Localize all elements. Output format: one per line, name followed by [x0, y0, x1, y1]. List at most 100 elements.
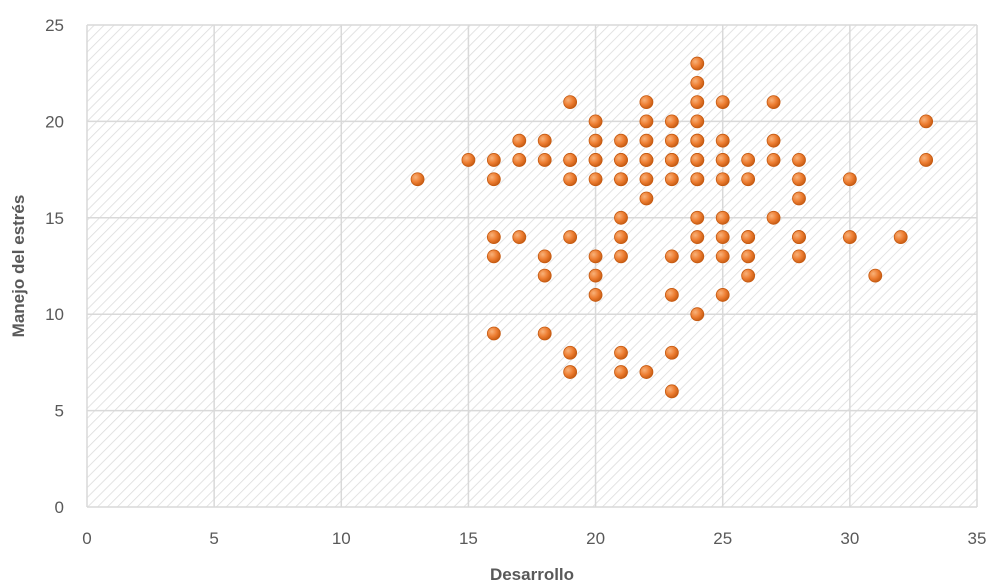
data-point — [537, 249, 552, 264]
data-point — [537, 133, 552, 148]
data-point — [792, 230, 806, 244]
data-point — [690, 230, 705, 244]
data-point — [639, 95, 654, 110]
data-point — [792, 191, 806, 206]
data-point — [614, 210, 628, 225]
data-point — [715, 210, 730, 225]
data-point — [614, 249, 628, 264]
data-point — [690, 307, 705, 322]
data-point — [741, 249, 756, 264]
data-point — [690, 114, 705, 129]
data-point — [690, 210, 705, 225]
data-point — [588, 268, 603, 283]
data-point — [614, 172, 628, 187]
data-point — [893, 230, 908, 244]
data-point — [614, 133, 628, 148]
x-tick-label: 25 — [713, 529, 732, 548]
data-point — [512, 230, 527, 244]
data-point — [639, 172, 654, 187]
data-point — [410, 172, 425, 187]
data-point — [512, 133, 527, 148]
data-point — [792, 153, 806, 167]
data-point — [639, 114, 654, 129]
data-point — [715, 133, 730, 148]
data-point — [639, 191, 654, 206]
x-tick-label: 15 — [459, 529, 478, 548]
data-point — [664, 249, 679, 264]
data-point — [563, 95, 578, 110]
data-point — [537, 268, 552, 283]
data-point — [512, 153, 527, 167]
data-point — [741, 153, 756, 167]
x-tick-label: 30 — [840, 529, 859, 548]
data-point — [766, 153, 781, 167]
data-point — [664, 114, 679, 129]
data-point — [588, 249, 603, 264]
x-tick-label: 20 — [586, 529, 605, 548]
data-point — [614, 230, 628, 244]
y-tick-label: 20 — [45, 112, 64, 131]
x-tick-label: 10 — [332, 529, 351, 548]
data-point — [588, 288, 603, 302]
data-point — [563, 230, 578, 244]
data-point — [486, 153, 501, 167]
y-tick-label: 25 — [45, 16, 64, 35]
data-point — [486, 230, 501, 244]
x-tick-label: 35 — [968, 529, 987, 548]
data-point — [486, 326, 501, 341]
data-point — [664, 172, 679, 187]
data-point — [664, 133, 679, 148]
data-point — [792, 172, 806, 187]
data-point — [741, 172, 756, 187]
data-point — [664, 288, 679, 302]
x-axis-title: Desarrollo — [490, 565, 574, 584]
data-point — [766, 133, 781, 148]
data-point — [563, 365, 578, 379]
data-point — [919, 153, 934, 167]
data-point — [690, 75, 705, 90]
x-tick-label: 5 — [209, 529, 218, 548]
data-point — [741, 268, 756, 283]
data-point — [588, 133, 603, 148]
x-tick-label: 0 — [82, 529, 91, 548]
data-point — [614, 365, 628, 379]
data-point — [639, 365, 654, 379]
data-point — [715, 230, 730, 244]
data-point — [715, 153, 730, 167]
data-point — [868, 268, 883, 283]
x-axis-ticks: 0 5 10 15 20 25 30 35 — [82, 529, 986, 548]
data-point — [664, 153, 679, 167]
y-tick-label: 0 — [55, 498, 64, 517]
data-point — [588, 153, 603, 167]
data-point — [842, 172, 857, 187]
data-point — [461, 153, 476, 167]
data-point — [741, 230, 756, 244]
data-point — [715, 95, 730, 110]
data-point — [563, 172, 578, 187]
data-point — [715, 249, 730, 264]
data-point — [639, 153, 654, 167]
y-axis-ticks: 0 5 10 15 20 25 — [45, 16, 64, 517]
y-tick-label: 5 — [55, 402, 64, 421]
data-point — [486, 249, 501, 264]
data-point — [664, 384, 679, 399]
y-axis-title: Manejo del estrés — [9, 195, 28, 338]
data-point — [563, 153, 578, 167]
data-point — [664, 345, 679, 360]
data-point — [766, 210, 781, 225]
data-point — [537, 153, 552, 167]
data-point — [614, 153, 628, 167]
data-point — [766, 95, 781, 110]
data-point — [690, 172, 705, 187]
data-point — [588, 172, 603, 187]
data-point — [919, 114, 934, 129]
data-point — [690, 56, 705, 71]
y-tick-label: 10 — [45, 305, 64, 324]
data-point — [588, 114, 603, 129]
data-point — [715, 288, 730, 302]
y-tick-label: 15 — [45, 209, 64, 228]
data-point — [690, 133, 705, 148]
data-point — [537, 326, 552, 341]
data-point — [690, 95, 705, 110]
